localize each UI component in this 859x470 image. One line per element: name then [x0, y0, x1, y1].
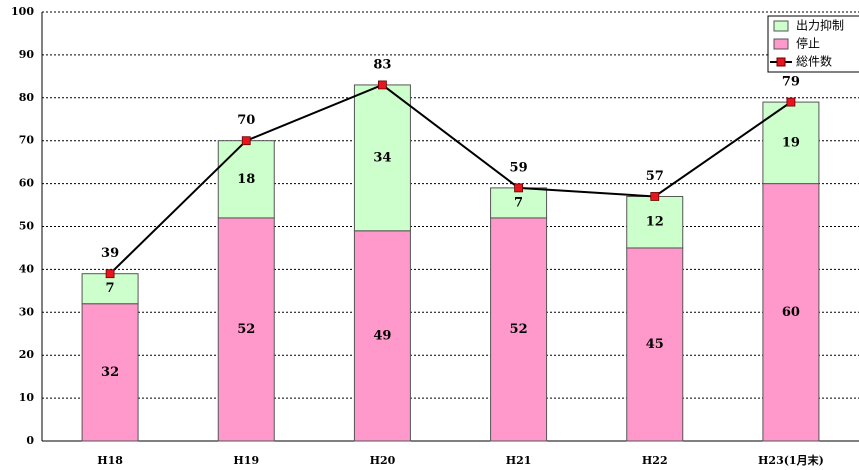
value-label: 18: [237, 172, 255, 187]
value-label: 49: [373, 328, 391, 343]
y-tick-label: 40: [19, 262, 35, 275]
value-label: 39: [101, 246, 119, 261]
bar-segment: [81, 273, 139, 305]
total-line: [109, 83, 792, 275]
line-marker: [786, 97, 796, 107]
y-tick-label: 70: [19, 134, 35, 147]
value-label: 83: [373, 57, 391, 72]
value-label: 52: [237, 322, 255, 337]
bar-segment: [217, 140, 275, 219]
value-label: 57: [646, 169, 664, 184]
line-marker: [514, 183, 523, 193]
legend-swatch: [773, 38, 789, 50]
y-tick-label: 80: [19, 91, 35, 104]
x-tick-label: H22: [642, 454, 668, 467]
value-label: 59: [510, 160, 528, 175]
line-marker: [378, 80, 387, 90]
bar-segment: [217, 217, 275, 442]
legend-swatch: [773, 20, 789, 32]
y-tick-label: 100: [11, 5, 34, 18]
legend-label: 出力抑制: [796, 18, 844, 33]
y-tick-label: 50: [19, 220, 35, 233]
x-tick-label: H21: [506, 454, 532, 467]
value-label: 12: [646, 215, 664, 230]
value-label: 34: [373, 150, 391, 165]
y-tick-label: 90: [19, 48, 35, 61]
value-label: 52: [510, 322, 528, 337]
bar-segment: [626, 247, 684, 442]
x-tick-label: H23(1月末): [758, 453, 824, 467]
value-label: 45: [646, 337, 664, 352]
bar-segment: [762, 183, 820, 442]
legend-marker: [776, 57, 786, 67]
value-label: 60: [782, 305, 800, 320]
value-label: 19: [782, 135, 800, 150]
value-label: 70: [237, 113, 255, 128]
value-label: 32: [101, 365, 119, 380]
value-label: 79: [782, 75, 800, 90]
y-tick-label: 60: [19, 177, 35, 190]
line-marker: [241, 136, 251, 146]
y-tick-label: 0: [26, 434, 34, 447]
line-marker: [105, 269, 115, 279]
x-tick-label: H18: [97, 454, 123, 467]
line-marker: [650, 192, 660, 201]
y-tick-label: 20: [19, 348, 35, 361]
value-label: 7: [514, 195, 523, 210]
bar-segment: [490, 187, 548, 219]
y-tick-label: 30: [19, 305, 35, 318]
legend-label: 総件数: [796, 54, 832, 69]
bar-segment: [626, 195, 684, 249]
bar-segment: [81, 303, 139, 442]
x-tick-label: H20: [370, 454, 396, 467]
value-label: 7: [106, 281, 115, 296]
x-tick-label: H19: [233, 454, 259, 467]
legend-label: 停止: [796, 36, 820, 51]
y-tick-label: 10: [19, 391, 35, 404]
